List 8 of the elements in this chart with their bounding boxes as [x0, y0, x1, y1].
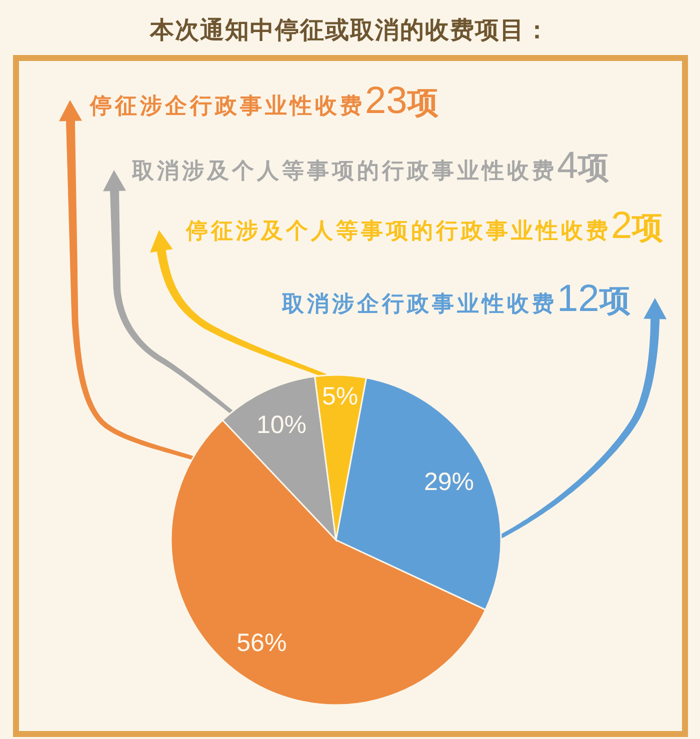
data-label: 5%	[322, 382, 358, 411]
data-label: 10%	[256, 411, 307, 440]
legend-label: 取消涉及个人等事项的行政事业性收费4项	[131, 145, 610, 187]
legend-label: 停征涉企行政事业性收费23项	[89, 80, 438, 122]
data-label: 56%	[236, 629, 287, 658]
data-label: 29%	[424, 468, 474, 496]
legend-label: 停征涉及个人等事项的行政事业性收费2项	[185, 205, 664, 247]
chart-title: 本次通知中停征或取消的收费项目：	[150, 17, 550, 44]
